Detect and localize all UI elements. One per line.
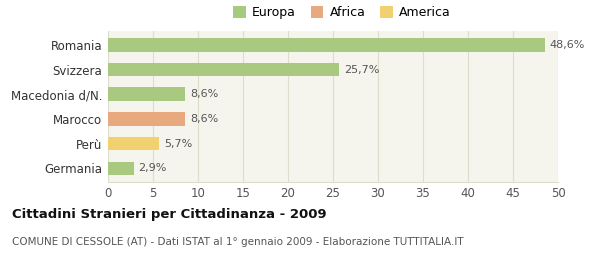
Text: 2,9%: 2,9% <box>139 163 167 173</box>
Text: 8,6%: 8,6% <box>190 89 218 99</box>
Bar <box>108 137 160 151</box>
Legend: Europa, Africa, America: Europa, Africa, America <box>233 6 451 19</box>
Text: COMUNE DI CESSOLE (AT) - Dati ISTAT al 1° gennaio 2009 - Elaborazione TUTTITALIA: COMUNE DI CESSOLE (AT) - Dati ISTAT al 1… <box>12 237 464 246</box>
Bar <box>108 38 545 52</box>
Text: 8,6%: 8,6% <box>190 114 218 124</box>
Text: 25,7%: 25,7% <box>344 64 379 75</box>
Text: 5,7%: 5,7% <box>164 139 192 149</box>
Bar <box>108 161 134 175</box>
Bar <box>108 112 185 126</box>
Bar <box>108 63 340 76</box>
Text: Cittadini Stranieri per Cittadinanza - 2009: Cittadini Stranieri per Cittadinanza - 2… <box>12 208 326 221</box>
Bar <box>108 87 185 101</box>
Text: 48,6%: 48,6% <box>550 40 585 50</box>
